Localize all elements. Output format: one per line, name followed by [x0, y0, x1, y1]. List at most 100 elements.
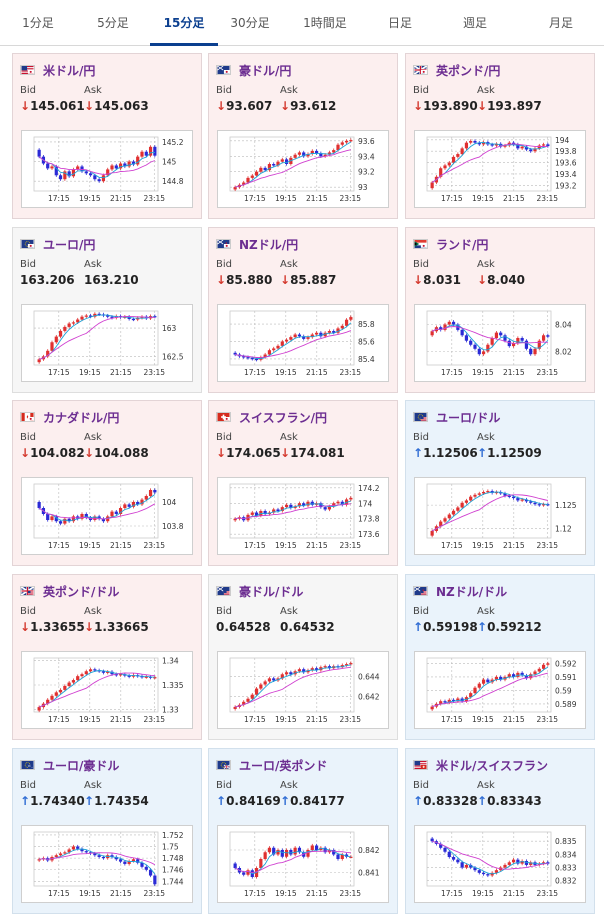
rate-card[interactable]: 米ドル/円 Bid Ask ↓145.061 ↓145.063 17:15 19:15 21:… [12, 53, 202, 219]
ask-label: Ask [477, 780, 495, 791]
ma-long-line [38, 503, 156, 520]
arrow-down-icon: ↓ [20, 446, 31, 460]
rate-card[interactable]: スイスフラン/円 Bid Ask ↓174.065 ↓174.081 17:15 19:15… [208, 400, 398, 566]
tab-0[interactable]: 1分足 [22, 16, 54, 30]
pair-title[interactable]: ユーロ/英ポンド [216, 757, 327, 773]
pair-title[interactable]: ユーロ/円 [20, 236, 95, 252]
rate-card[interactable]: 米ドル/スイスフラン Bid Ask ↑0.83328 ↑0.83343 17:15 19:… [405, 748, 595, 914]
ask-value: 163.210 [84, 273, 139, 287]
tab-5[interactable]: 日足 [387, 16, 412, 30]
rate-card[interactable]: 英ポンド/円 Bid Ask ↓193.890 ↓193.897 17:15 19:15 21… [405, 53, 595, 219]
rate-card[interactable]: ユーロ/豪ドル Bid Ask ↑1.74340 ↑1.74354 17:15 19:15 2… [12, 748, 202, 914]
pair-title[interactable]: ユーロ/豪ドル [20, 757, 119, 773]
rate-card[interactable]: カナダドル/円 Bid Ask ↓104.082 ↓104.088 17:15 19:15 2… [12, 400, 202, 566]
price-chart[interactable]: 17:15 19:15 21:15 23:15 145.2 145 144.8 [21, 130, 193, 208]
tab-6[interactable]: 週足 [462, 16, 487, 30]
arrow-up-icon: ↑ [280, 794, 291, 808]
tab-1[interactable]: 5分足 [97, 16, 129, 30]
candle-body [464, 335, 469, 341]
y-tick-label: 1.75 [162, 843, 179, 852]
price-chart[interactable]: 17:15 19:15 21:15 23:15 0.835 0.834 0.833 0.832 [414, 825, 586, 903]
ma-long-line [235, 330, 352, 358]
bid-label: Bid [413, 259, 429, 270]
pair-title[interactable]: ユーロ/ドル [413, 409, 500, 425]
candle-body [511, 496, 516, 499]
tab-3[interactable]: 30分足 [230, 16, 270, 30]
candle-body [473, 140, 477, 143]
price-chart[interactable]: 17:15 19:15 21:15 23:15 0.842 0.841 [217, 825, 389, 903]
pair-title[interactable]: 英ポンド/円 [413, 62, 500, 78]
plot-frame [33, 310, 159, 366]
x-tick-label: 21:15 [503, 541, 525, 550]
price-chart[interactable]: 17:15 19:15 21:15 23:15 0.592 0.591 0.59 0.589 [414, 651, 586, 729]
pair-title[interactable]: カナダドル/円 [20, 409, 119, 425]
y-tick-label: 1.752 [162, 831, 184, 840]
pair-title[interactable]: 米ドル/スイスフラン [413, 757, 548, 773]
pair-title[interactable]: NZドル/ドル [413, 583, 507, 599]
price-chart[interactable]: 17:15 19:15 21:15 23:15 1.752 1.75 1.748 1.746 1… [21, 825, 193, 903]
candle-body [71, 516, 76, 522]
candle-body [123, 163, 127, 167]
candle-body [67, 323, 71, 327]
rate-card[interactable]: NZドル/ドル Bid Ask ↑0.59198 ↑0.59212 17:15 19:15 2… [405, 574, 595, 740]
pair-title[interactable]: NZドル/円 [216, 236, 298, 252]
candle-body [306, 670, 310, 673]
rate-card[interactable]: NZドル/円 Bid Ask ↓85.880 ↓85.887 17:15 19:15 21:1… [208, 227, 398, 393]
price-chart[interactable]: 17:15 19:15 21:15 23:15 8.04 8.02 [414, 304, 586, 382]
price-chart[interactable]: 17:15 19:15 21:15 23:15 1.125 1.12 [414, 477, 586, 555]
price-chart[interactable]: 17:15 19:15 21:15 23:15 194 193.8 193.6 193.4 19… [414, 130, 586, 208]
candlestick-chart: 17:15 19:15 21:15 23:15 145.2 145 144.8 [33, 136, 184, 203]
pair-title[interactable]: 豪ドル/円 [216, 62, 291, 78]
price-chart[interactable]: 17:15 19:15 21:15 23:15 174.2 174 173.8 173.6 [217, 477, 389, 555]
candle-body [520, 499, 524, 501]
arrow-down-icon: ↓ [477, 99, 488, 113]
bid-price: 0.84169 [226, 794, 281, 808]
candle-body [250, 358, 254, 360]
rate-card[interactable]: 豪ドル/ドル Bid Ask 0.64528 0.64532 17:15 19:15 21:1… [208, 574, 398, 740]
rate-card[interactable]: ユーロ/ドル Bid Ask ↑1.12506 ↑1.12509 17:15 19:15 21… [405, 400, 595, 566]
candle-body [71, 680, 76, 683]
ma-short-line [431, 324, 549, 351]
rate-card[interactable]: 英ポンド/ドル Bid Ask ↓1.33655 ↓1.33665 17:15 19:15 2… [12, 574, 202, 740]
pair-name: ランド/円 [436, 237, 489, 252]
ma-short-line [235, 322, 352, 359]
candle-body [460, 862, 464, 868]
candle-body [148, 490, 153, 496]
candle-body [246, 698, 250, 702]
price-chart[interactable]: 17:15 19:15 21:15 23:15 85.8 85.6 85.4 [217, 304, 389, 382]
pair-title[interactable]: スイスフラン/円 [216, 409, 327, 425]
pair-title[interactable]: 米ドル/円 [20, 62, 95, 78]
tab-7[interactable]: 月足 [548, 16, 573, 30]
price-chart[interactable]: 17:15 19:15 21:15 23:15 0.644 0.642 [217, 651, 389, 729]
price-chart[interactable]: 17:15 19:15 21:15 23:15 104 103.8 [21, 477, 193, 555]
candle-body [106, 169, 110, 176]
candle-body [289, 850, 293, 855]
ask-label: Ask [477, 606, 495, 617]
pair-title[interactable]: 英ポンド/ドル [20, 583, 119, 599]
tab-4[interactable]: 1時間足 [303, 16, 347, 30]
pair-title[interactable]: ランド/円 [413, 236, 488, 252]
rate-card[interactable]: 豪ドル/円 Bid Ask ↓93.607 ↓93.612 17:15 19:15 21:15… [208, 53, 398, 219]
rate-card[interactable]: ユーロ/円 Bid Ask 163.206 163.210 17:15 19:15 21:15… [12, 227, 202, 393]
candle-body [447, 514, 451, 519]
rate-card[interactable]: ユーロ/英ポンド Bid Ask ↑0.84169 ↑0.84177 17:15 19:15… [208, 748, 398, 914]
ask-price: 163.210 [84, 273, 139, 287]
price-chart[interactable]: 17:15 19:15 21:15 23:15 163 162.5 [21, 304, 193, 382]
candle-body [336, 144, 340, 151]
candle-body [469, 340, 473, 345]
ma-short-line [431, 142, 549, 183]
rate-card[interactable]: ランド/円 Bid Ask ↓8.031 ↓8.040 17:15 19:15 21:15 23… [405, 227, 595, 393]
candle-body [473, 687, 477, 694]
tab-2[interactable]: 15分足 [150, 0, 218, 46]
flag-za-jp-icon [413, 239, 436, 249]
candle-body [319, 332, 323, 337]
ma-short-line [431, 491, 548, 532]
x-tick-label: 19:15 [472, 715, 494, 724]
price-chart[interactable]: 17:15 19:15 21:15 23:15 1.34 1.335 1.33 [21, 651, 193, 729]
candle-body [80, 166, 84, 172]
y-tick-label: 1.335 [162, 681, 184, 690]
bid-value: 0.64528 [216, 620, 271, 634]
price-chart[interactable]: 17:15 19:15 21:15 23:15 93.6 93.4 93.2 93 [217, 130, 389, 208]
candle-body [242, 872, 246, 875]
pair-title[interactable]: 豪ドル/ドル [216, 583, 303, 599]
